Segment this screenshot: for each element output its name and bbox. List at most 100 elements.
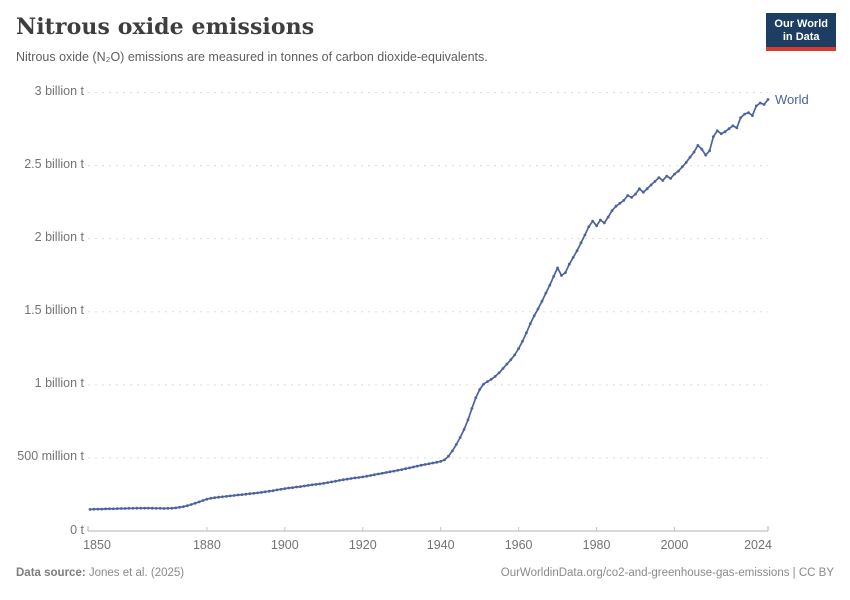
x-axis-label: 1940 xyxy=(426,538,455,552)
x-axis-label: 1900 xyxy=(270,538,299,552)
data-point-marker xyxy=(575,249,579,253)
data-point-marker xyxy=(719,132,723,136)
data-point-marker xyxy=(373,473,376,477)
data-point-marker xyxy=(602,221,606,225)
data-point-marker xyxy=(213,496,217,500)
data-point-marker xyxy=(439,460,443,463)
data-point-marker xyxy=(739,116,743,119)
data-point-marker xyxy=(295,485,298,489)
footer: Data source: Jones et al. (2025) OurWorl… xyxy=(16,567,834,579)
data-point-marker xyxy=(766,98,770,101)
data-point-marker xyxy=(314,483,318,486)
data-point-marker xyxy=(466,418,470,422)
data-point-marker xyxy=(704,153,708,157)
x-axis-label: 1920 xyxy=(348,538,377,552)
owid-logo-line2: in Data xyxy=(782,31,820,43)
data-point-marker xyxy=(287,486,291,490)
data-point-marker xyxy=(260,491,263,494)
data-point-marker xyxy=(299,485,302,488)
data-point-marker xyxy=(673,172,676,176)
y-axis-label: 1.5 billion t xyxy=(24,303,84,318)
data-point-marker xyxy=(536,307,540,311)
data-point-marker xyxy=(743,112,746,116)
x-axis-label: 1880 xyxy=(192,538,221,552)
data-point-marker xyxy=(228,494,232,498)
data-point-marker xyxy=(657,176,661,179)
data-point-marker xyxy=(263,490,267,494)
data-point-marker xyxy=(392,469,396,473)
plot-area[interactable] xyxy=(0,85,850,555)
data-point-marker xyxy=(404,467,407,471)
chart-subtitle: Nitrous oxide (N₂O) emissions are measur… xyxy=(16,50,488,64)
data-point-marker xyxy=(587,225,591,229)
data-point-marker xyxy=(482,382,485,386)
data-point-marker xyxy=(762,103,766,106)
data-point-marker xyxy=(622,199,626,202)
credit-link[interactable]: OurWorldinData.org/co2-and-greenhouse-ga… xyxy=(500,567,834,579)
data-point-marker xyxy=(470,407,474,410)
data-point-marker xyxy=(186,504,189,508)
data-point-marker xyxy=(244,492,248,496)
data-point-marker xyxy=(754,104,758,108)
data-point-marker xyxy=(271,489,275,493)
data-point-marker xyxy=(591,219,595,223)
data-point-marker xyxy=(692,150,696,154)
data-point-marker xyxy=(478,388,482,391)
data-point-marker xyxy=(497,371,501,375)
data-point-marker xyxy=(509,358,513,362)
data-point-marker xyxy=(135,506,139,510)
data-point-marker xyxy=(345,477,349,481)
data-point-marker xyxy=(669,177,672,180)
x-axis-label: 1960 xyxy=(504,538,533,552)
data-point-marker xyxy=(618,201,622,205)
data-point-marker xyxy=(166,506,170,510)
data-point-marker xyxy=(396,468,400,472)
data-point-marker xyxy=(540,299,544,303)
data-point-marker xyxy=(700,147,704,151)
data-point-marker xyxy=(606,215,610,219)
data-point-marker xyxy=(96,507,100,511)
y-axis-label: 3 billion t xyxy=(34,84,84,98)
data-point-marker xyxy=(747,111,750,115)
data-point-marker xyxy=(723,130,727,134)
data-point-marker xyxy=(119,507,123,510)
x-axis-label: 1850 xyxy=(83,538,111,552)
data-point-marker xyxy=(365,474,369,478)
data-point-marker xyxy=(170,506,174,510)
data-point-marker xyxy=(221,495,224,499)
data-point-marker xyxy=(677,169,680,173)
data-point-marker xyxy=(104,507,107,511)
data-point-marker xyxy=(232,494,236,497)
data-point-marker xyxy=(147,506,150,510)
x-axis-label: 1980 xyxy=(582,538,611,552)
data-point-marker xyxy=(758,101,762,105)
data-point-marker xyxy=(412,465,415,469)
data-point-marker xyxy=(108,507,111,511)
data-point-marker xyxy=(525,331,528,335)
data-point-marker xyxy=(521,339,524,343)
data-point-marker xyxy=(489,377,493,381)
data-point-marker xyxy=(443,458,446,462)
data-point-marker xyxy=(544,291,548,295)
owid-logo[interactable]: Our World in Data xyxy=(766,13,836,51)
data-point-marker xyxy=(552,275,556,278)
data-point-marker xyxy=(431,461,435,465)
x-axis-label: 2024 xyxy=(744,538,772,552)
data-point-marker xyxy=(376,472,380,476)
data-point-marker xyxy=(283,487,287,490)
owid-logo-line1: Our World xyxy=(774,18,828,30)
data-point-marker xyxy=(400,468,404,471)
data-point-marker xyxy=(560,274,563,277)
data-point-marker xyxy=(641,190,645,194)
data-point-marker xyxy=(353,476,357,480)
data-point-marker xyxy=(100,507,104,511)
data-point-marker xyxy=(248,492,252,496)
data-point-marker xyxy=(567,262,571,266)
series-label-world[interactable]: World xyxy=(775,91,809,107)
data-point-marker xyxy=(653,180,657,183)
data-point-marker xyxy=(447,454,450,458)
data-point-marker xyxy=(556,266,559,270)
data-point-marker xyxy=(435,460,439,464)
data-point-marker xyxy=(532,314,536,318)
data-point-marker xyxy=(649,183,653,187)
